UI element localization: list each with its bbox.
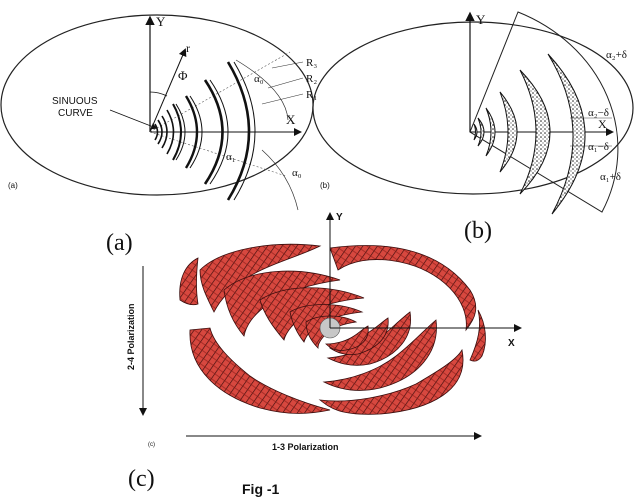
panel-a-r2-label: R₂ [306, 73, 317, 85]
panel-b-stippled-arms [473, 53, 586, 215]
panel-a-phi-arc [149, 91, 168, 97]
panel-a-r3-label: R₃ [306, 57, 317, 69]
panel-a-alpha2-label: α₀ [292, 167, 302, 179]
panel-b-label-mid2: α₁−δ [588, 141, 609, 153]
panel-c-1-3-polarization-label: 1-3 Polarization [272, 442, 339, 452]
panel-a-phi-label: Φ [178, 68, 188, 83]
figure-caption: Fig -1 [242, 481, 280, 497]
panel-c-x-label: X [508, 338, 515, 349]
panel-a-dim-arc-r3 [235, 59, 289, 121]
panel-c-y-label: Y [336, 212, 343, 223]
panel-a-boundary [0, 14, 314, 196]
panel-a-alpha1-label: α₁ [226, 151, 236, 163]
panel-b-x-label: X [598, 117, 607, 131]
panel-a-r-leader-1 [271, 61, 304, 69]
panel-a-r-leader-3 [261, 93, 304, 105]
panel-c: Y X 2-4 Polarization 1-3 Polarization (c… [126, 212, 522, 452]
panel-c-2-4-polarization-label: 2-4 Polarization [126, 303, 136, 370]
panel-b-sub-label: (b) [320, 181, 330, 190]
panel-a-sinuous-text-1: SINUOUS [52, 96, 98, 107]
panel-a-r-vector [149, 48, 187, 133]
panel-c-spiral-arms [179, 243, 486, 415]
panel-b-label-bottom: α₁+δ [600, 171, 621, 183]
panel-a-r-leader-2 [267, 77, 304, 89]
panel-b: Y X α₂+δ α₂−δ α₁−δ α₁+δ (b) [312, 11, 634, 215]
panel-a-sinuous-text-2: CURVE [58, 108, 93, 119]
panel-a-guide-lower [149, 131, 287, 177]
panel-a-sinuous-leader [109, 109, 158, 130]
panel-a-x-label: X [286, 112, 296, 127]
panel-b-boundary [312, 21, 634, 195]
panel-a: Y X r Φ R₃ R₂ R₁ α₀ α₁ α₀ SINUOUS CURVE … [0, 14, 317, 211]
panel-b-label-top: α₂+δ [606, 49, 627, 61]
panel-a-r-label: r [186, 41, 190, 55]
panel-a-sub-label: (a) [8, 181, 18, 190]
panel-a-dim-arc-r1 [261, 149, 299, 211]
caption-a: (a) [106, 230, 133, 256]
panel-c-sub-label: (c) [148, 442, 155, 448]
panel-a-y-label: Y [156, 14, 166, 29]
caption-b: (b) [464, 218, 492, 244]
caption-c: (c) [128, 466, 155, 492]
panel-a-sinuous-arms [154, 61, 256, 201]
panel-b-label-mid1: α₂−δ [588, 107, 609, 119]
panel-a-alpha-label: α₀ [254, 73, 264, 85]
panel-b-sector [469, 11, 619, 213]
panel-b-y-label: Y [476, 12, 486, 27]
panel-a-r1-label: R₁ [306, 89, 317, 101]
panel-a-guide-upper [149, 51, 291, 133]
